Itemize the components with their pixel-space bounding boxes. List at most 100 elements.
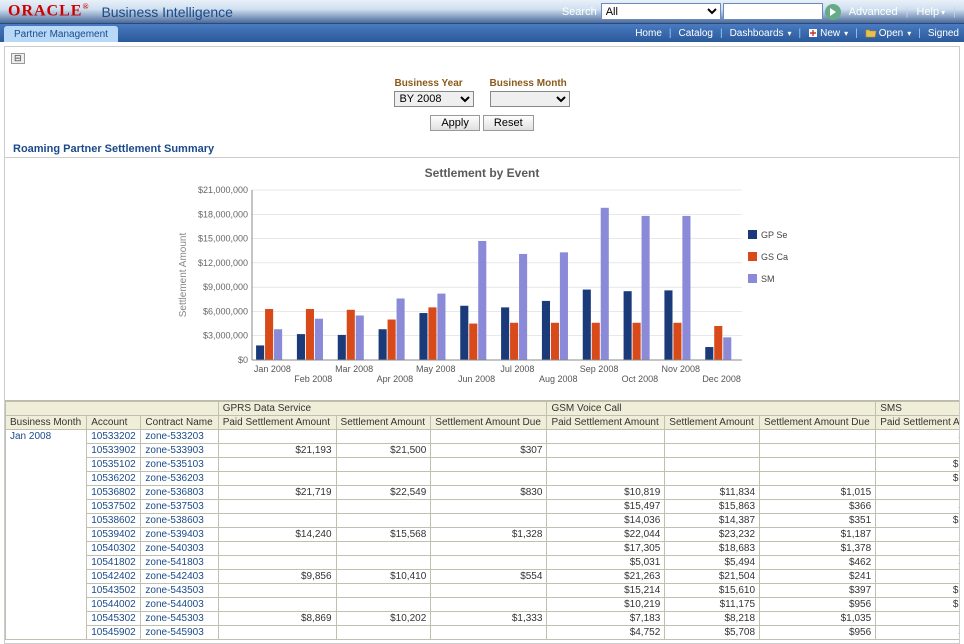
- cell: [547, 444, 665, 458]
- business-year-select[interactable]: BY 2008: [394, 91, 474, 107]
- contract-link[interactable]: zone-533903: [141, 444, 218, 458]
- contract-link[interactable]: zone-541803: [141, 556, 218, 570]
- account-link[interactable]: 10535102: [87, 458, 141, 472]
- contract-link[interactable]: zone-543503: [141, 584, 218, 598]
- account-link[interactable]: 10537502: [87, 500, 141, 514]
- svg-text:Mar 2008: Mar 2008: [335, 364, 373, 374]
- search-go-button[interactable]: [825, 4, 841, 20]
- account-link[interactable]: 10533202: [87, 430, 141, 444]
- cell: [336, 514, 431, 528]
- cell: $17,305: [547, 542, 665, 556]
- contract-link[interactable]: zone-536803: [141, 486, 218, 500]
- svg-text:$21,000,000: $21,000,000: [198, 185, 248, 195]
- col-header[interactable]: Settlement Amount: [665, 416, 760, 430]
- account-link[interactable]: 10539402: [87, 528, 141, 542]
- cell: [876, 444, 959, 458]
- cell: [218, 556, 336, 570]
- col-header[interactable]: Contract Name: [141, 416, 218, 430]
- collapse-toggle[interactable]: ⊟: [11, 53, 25, 64]
- cell: [336, 472, 431, 486]
- col-header[interactable]: Settlement Amount: [336, 416, 431, 430]
- contract-link[interactable]: zone-538603: [141, 514, 218, 528]
- account-link[interactable]: 10533902: [87, 444, 141, 458]
- col-header[interactable]: Paid Settlement Amount: [876, 416, 959, 430]
- cell: [547, 430, 665, 444]
- account-link[interactable]: 10544002: [87, 598, 141, 612]
- cell: $351: [760, 514, 876, 528]
- contract-link[interactable]: zone-533203: [141, 430, 218, 444]
- nav-bar: Partner Management Home| Catalog| Dashbo…: [0, 24, 964, 42]
- contract-link[interactable]: zone-539403: [141, 528, 218, 542]
- tab-partner-management[interactable]: Partner Management: [4, 26, 118, 42]
- account-link[interactable]: 10545902: [87, 626, 141, 640]
- contract-link[interactable]: zone-536203: [141, 472, 218, 486]
- cell: [431, 500, 547, 514]
- svg-text:Apr 2008: Apr 2008: [377, 374, 414, 384]
- col-header[interactable]: Settlement Amount Due: [760, 416, 876, 430]
- nav-open[interactable]: Open▾: [865, 28, 911, 39]
- table-row: 10541802zone-541803$5,031$5,494$462$7,71…: [6, 556, 960, 570]
- account-link[interactable]: 10540302: [87, 542, 141, 556]
- account-link[interactable]: 10536202: [87, 472, 141, 486]
- col-header[interactable]: Account: [87, 416, 141, 430]
- cell: [547, 472, 665, 486]
- cell: [218, 500, 336, 514]
- cell: $15,214: [547, 584, 665, 598]
- cell: $4,752: [547, 626, 665, 640]
- cell: [665, 458, 760, 472]
- cell: $21,500: [336, 444, 431, 458]
- account-link[interactable]: 10538602: [87, 514, 141, 528]
- business-month-select[interactable]: [490, 91, 570, 107]
- settlement-table: GPRS Data ServiceGSM Voice CallSMSBusine…: [5, 401, 959, 640]
- contract-link[interactable]: zone-535103: [141, 458, 218, 472]
- svg-text:Jul 2008: Jul 2008: [500, 364, 534, 374]
- search-input[interactable]: [723, 3, 823, 20]
- section-title: Roaming Partner Settlement Summary: [5, 141, 959, 158]
- account-link[interactable]: 10545302: [87, 612, 141, 626]
- contract-link[interactable]: zone-544003: [141, 598, 218, 612]
- cell: $10,819: [547, 486, 665, 500]
- cell: $15,568: [336, 528, 431, 542]
- cell: $7,183: [547, 612, 665, 626]
- cell: $9,109: [876, 542, 959, 556]
- cell: [218, 472, 336, 486]
- nav-catalog[interactable]: Catalog: [679, 28, 713, 39]
- contract-link[interactable]: zone-545903: [141, 626, 218, 640]
- account-link[interactable]: 10542402: [87, 570, 141, 584]
- contract-link[interactable]: zone-545303: [141, 612, 218, 626]
- contract-link[interactable]: zone-540303: [141, 542, 218, 556]
- table-row: 10539402zone-539403$14,240$15,568$1,328$…: [6, 528, 960, 542]
- contract-link[interactable]: zone-537503: [141, 500, 218, 514]
- business-month-cell[interactable]: Jan 2008: [6, 430, 87, 640]
- advanced-link[interactable]: Advanced: [849, 6, 898, 18]
- month-label: Business Month: [490, 78, 570, 89]
- nav-dashboards[interactable]: Dashboards▾: [730, 28, 792, 39]
- cell: [431, 584, 547, 598]
- nav-signed-in[interactable]: Signed: [928, 28, 959, 39]
- col-header[interactable]: Paid Settlement Amount: [218, 416, 336, 430]
- table-row: 10536802zone-536803$21,719$22,549$830$10…: [6, 486, 960, 500]
- svg-text:Sep 2008: Sep 2008: [580, 364, 619, 374]
- table-row: 10533902zone-533903$21,193$21,500$307: [6, 444, 960, 458]
- apply-button[interactable]: Apply: [430, 115, 480, 131]
- search-scope-select[interactable]: All: [601, 3, 721, 20]
- nav-home[interactable]: Home: [635, 28, 662, 39]
- table-row: 10535102zone-535103$17,754$18,578: [6, 458, 960, 472]
- cell: [665, 430, 760, 444]
- cell: $8,218: [665, 612, 760, 626]
- contract-link[interactable]: zone-542403: [141, 570, 218, 584]
- oracle-logo: ORACLE®: [8, 2, 89, 20]
- cell: $462: [760, 556, 876, 570]
- col-header[interactable]: Business Month: [6, 416, 87, 430]
- account-link[interactable]: 10536802: [87, 486, 141, 500]
- nav-new[interactable]: New▾: [808, 28, 848, 39]
- col-header[interactable]: Paid Settlement Amount: [547, 416, 665, 430]
- cell: $21,263: [547, 570, 665, 584]
- cell: $366: [760, 500, 876, 514]
- help-link[interactable]: Help▾: [917, 6, 946, 18]
- col-header[interactable]: Settlement Amount Due: [431, 416, 547, 430]
- account-link[interactable]: 10543502: [87, 584, 141, 598]
- reset-button[interactable]: Reset: [483, 115, 534, 131]
- product-title: Business Intelligence: [101, 4, 233, 20]
- account-link[interactable]: 10541802: [87, 556, 141, 570]
